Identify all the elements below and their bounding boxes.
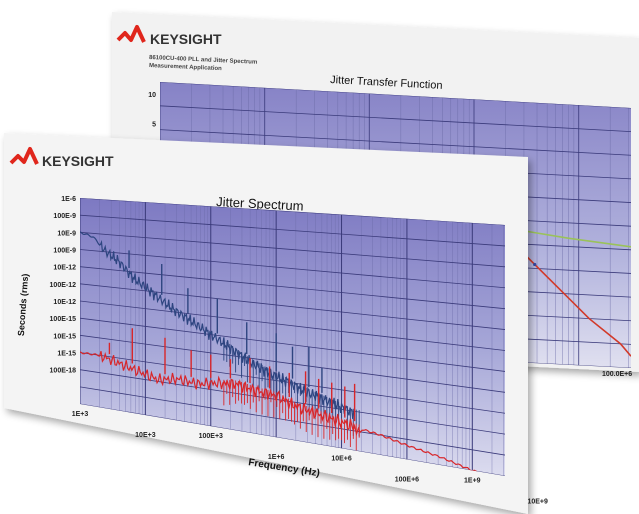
x-tick-label: 1E+9 — [464, 477, 481, 484]
keysight-wave-icon — [116, 25, 146, 43]
y-tick-label: 100E-15 — [50, 316, 77, 323]
x-tick-label: 10E+6 — [331, 455, 352, 462]
keysight-logo-back: KEYSIGHT — [116, 25, 222, 47]
y-tick-label: 10 — [148, 92, 156, 99]
series-line-1 — [80, 351, 499, 476]
x-tick-label: 100E+3 — [199, 433, 223, 440]
keysight-logo-front: KEYSIGHT — [9, 147, 114, 169]
front-series — [80, 231, 499, 476]
y-tick-label: 100E-12 — [50, 282, 77, 289]
keysight-wave-icon — [9, 147, 39, 165]
front-grid — [80, 198, 505, 476]
grid-line-horizontal — [80, 317, 505, 372]
y-tick-label: 1E-15 — [57, 351, 76, 358]
panel-subtitle-line1: 86100CU-400 PLL and Jitter Spectrum — [149, 55, 257, 66]
brand-name: KEYSIGHT — [42, 153, 114, 169]
grid-line-horizontal — [160, 129, 631, 156]
back-chart-title: Jitter Transfer Function — [330, 74, 443, 92]
y-tick-label: 5 — [152, 122, 156, 129]
front-y-ticks: 1E-6 100E-9 10E-9 100E-9 10E-12 100E-12 10E-12… — [50, 196, 77, 375]
brand-name: KEYSIGHT — [150, 31, 222, 47]
x-tick-label: 1E+3 — [72, 411, 89, 418]
panel-subtitle-line2: Measurement Application — [149, 63, 222, 72]
grid-line-horizontal — [80, 266, 505, 310]
y-tick-label: 1E-6 — [61, 196, 76, 203]
front-panel: KEYSIGHT Jitter Spectrum 1E-6100E-910E-9… — [4, 133, 548, 514]
x-tick-label: 10E+9 — [527, 499, 548, 506]
y-tick-label: 10E-9 — [57, 230, 76, 237]
x-tick-label: 1E+6 — [268, 454, 285, 461]
x-tick-label: 10E+3 — [135, 432, 156, 439]
grid-line-horizontal — [80, 231, 505, 268]
y-tick-label: 100E-9 — [53, 213, 76, 220]
grid-line-horizontal — [80, 249, 505, 289]
grid-line-horizontal — [80, 300, 505, 351]
y-tick-label: 10E-15 — [53, 333, 76, 340]
y-tick-label: 10E-12 — [53, 299, 76, 306]
front-y-axis-label: Seconds (rms) — [16, 273, 30, 336]
y-tick-label: 100E-18 — [50, 368, 77, 375]
grid-line-horizontal — [160, 105, 631, 133]
grid-line-horizontal — [80, 214, 505, 247]
front-x-ticks: 1E+3 10E+3 100E+3 1E+6 10E+6 100E+6 1E+9 10E+9 — [72, 411, 548, 506]
x-tick-label: 100E+6 — [395, 476, 419, 483]
series-marker — [533, 262, 537, 267]
y-tick-label: 100E-9 — [53, 248, 76, 255]
grid-line-horizontal — [80, 386, 505, 456]
y-tick-label: 10E-12 — [53, 265, 76, 272]
front-plot-area — [80, 198, 505, 476]
grid-line-horizontal — [80, 198, 505, 226]
back-x-tick: 100.0E+6 — [602, 371, 632, 378]
